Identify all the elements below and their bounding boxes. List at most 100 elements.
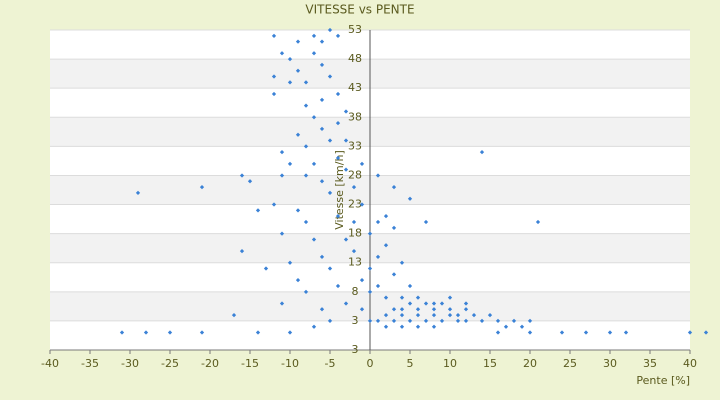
point xyxy=(143,330,149,335)
x-tick-label: -40 xyxy=(41,357,59,370)
point xyxy=(239,173,245,178)
point xyxy=(303,219,309,225)
x-tick-label: -20 xyxy=(201,357,219,370)
point xyxy=(455,318,461,324)
point xyxy=(407,301,413,306)
point xyxy=(351,184,357,190)
x-tick-label: 5 xyxy=(407,357,414,370)
point xyxy=(447,312,453,318)
point xyxy=(375,173,381,178)
point xyxy=(423,301,429,306)
point xyxy=(423,219,429,225)
y-tick-label: 38 xyxy=(348,110,362,123)
point xyxy=(471,312,477,318)
point xyxy=(351,248,357,254)
y-axis-title: Vitesse [km/h] xyxy=(333,150,346,230)
point xyxy=(383,295,389,300)
point xyxy=(527,330,533,335)
point xyxy=(415,324,421,329)
point xyxy=(199,330,205,335)
point xyxy=(487,312,493,318)
point xyxy=(255,208,261,213)
point xyxy=(463,318,469,324)
point xyxy=(311,324,317,329)
point xyxy=(311,161,317,166)
point xyxy=(583,330,589,335)
point xyxy=(495,318,501,324)
x-tick-label: -15 xyxy=(241,357,259,370)
x-tick-label: -10 xyxy=(281,357,299,370)
x-tick-label: -5 xyxy=(325,357,336,370)
point xyxy=(455,312,461,318)
x-tick-label: 25 xyxy=(563,357,577,370)
point xyxy=(335,214,341,219)
x-tick-label: 20 xyxy=(523,357,537,370)
point xyxy=(367,231,373,236)
point xyxy=(343,237,349,242)
y-tick-label: 8 xyxy=(352,285,359,298)
point xyxy=(463,307,469,312)
point xyxy=(447,307,453,312)
x-tick-label: 40 xyxy=(683,357,697,370)
point xyxy=(343,138,349,143)
point xyxy=(367,289,373,294)
y-tick-label: 48 xyxy=(348,52,362,65)
point xyxy=(407,318,413,324)
x-tick-label: 15 xyxy=(483,357,497,370)
point xyxy=(399,260,405,265)
y-tick-label: 23 xyxy=(348,198,362,211)
point xyxy=(247,179,253,184)
point xyxy=(287,260,293,265)
point xyxy=(399,312,405,318)
x-tick-label: -30 xyxy=(121,357,139,370)
point xyxy=(279,173,285,178)
point xyxy=(391,318,397,324)
point xyxy=(199,184,205,190)
point xyxy=(287,330,293,335)
point xyxy=(319,179,325,184)
y-tick-label: 3 xyxy=(352,314,359,327)
x-axis-title: Pente [%] xyxy=(636,374,690,387)
point xyxy=(375,318,381,324)
point xyxy=(327,266,333,271)
point xyxy=(375,219,381,225)
point xyxy=(383,214,389,219)
point xyxy=(263,266,269,271)
point xyxy=(391,225,397,230)
point xyxy=(359,161,365,166)
point xyxy=(375,254,381,260)
point xyxy=(367,318,373,324)
x-tick-label: 35 xyxy=(643,357,657,370)
point xyxy=(407,283,413,289)
point xyxy=(303,289,309,294)
point xyxy=(343,167,349,172)
point xyxy=(135,190,141,196)
y-tick-label: 13 xyxy=(348,256,362,269)
point xyxy=(431,324,437,329)
y-tick-label: 43 xyxy=(348,81,362,94)
x-tick-label: -35 xyxy=(81,357,99,370)
y-tick-label: 33 xyxy=(348,139,362,152)
y-tick-label: 18 xyxy=(348,227,362,240)
point xyxy=(359,202,365,207)
point xyxy=(607,330,613,335)
point xyxy=(383,324,389,329)
point xyxy=(327,190,333,196)
point xyxy=(351,219,357,225)
point xyxy=(687,330,693,335)
y-tick-label: 3 xyxy=(352,343,359,356)
point xyxy=(391,272,397,277)
point xyxy=(431,307,437,312)
point xyxy=(239,248,245,254)
point xyxy=(327,138,333,143)
point xyxy=(495,330,501,335)
point xyxy=(431,301,437,306)
point xyxy=(439,318,445,324)
chart-title: VITESSE vs PENTE xyxy=(305,3,414,17)
x-tick-label: 0 xyxy=(367,357,374,370)
point xyxy=(255,330,261,335)
point xyxy=(295,132,301,137)
y-tick-label: 53 xyxy=(348,23,362,36)
point xyxy=(479,318,485,324)
